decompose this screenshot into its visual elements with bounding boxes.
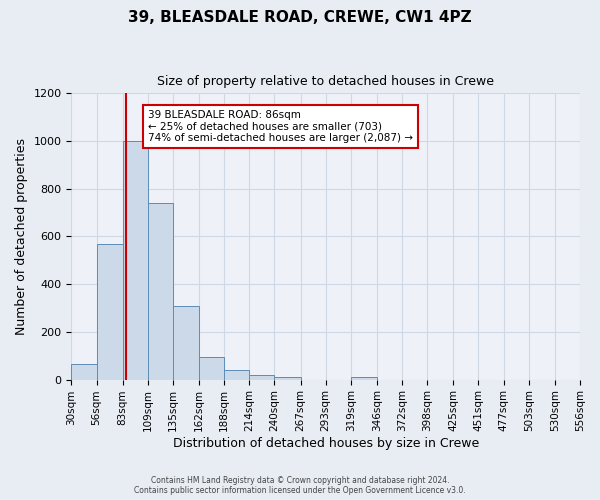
Text: 39, BLEASDALE ROAD, CREWE, CW1 4PZ: 39, BLEASDALE ROAD, CREWE, CW1 4PZ xyxy=(128,10,472,25)
Y-axis label: Number of detached properties: Number of detached properties xyxy=(15,138,28,335)
Bar xyxy=(250,375,274,380)
Bar xyxy=(148,203,173,380)
Bar xyxy=(351,377,377,380)
Title: Size of property relative to detached houses in Crewe: Size of property relative to detached ho… xyxy=(157,75,494,88)
Text: 39 BLEASDALE ROAD: 86sqm
← 25% of detached houses are smaller (703)
74% of semi-: 39 BLEASDALE ROAD: 86sqm ← 25% of detach… xyxy=(148,110,413,143)
Bar xyxy=(173,306,199,380)
Bar xyxy=(71,364,97,380)
Bar xyxy=(274,377,301,380)
X-axis label: Distribution of detached houses by size in Crewe: Distribution of detached houses by size … xyxy=(173,437,479,450)
Text: Contains HM Land Registry data © Crown copyright and database right 2024.
Contai: Contains HM Land Registry data © Crown c… xyxy=(134,476,466,495)
Bar xyxy=(97,244,122,380)
Bar xyxy=(224,370,250,380)
Bar xyxy=(122,141,148,380)
Bar xyxy=(199,357,224,380)
